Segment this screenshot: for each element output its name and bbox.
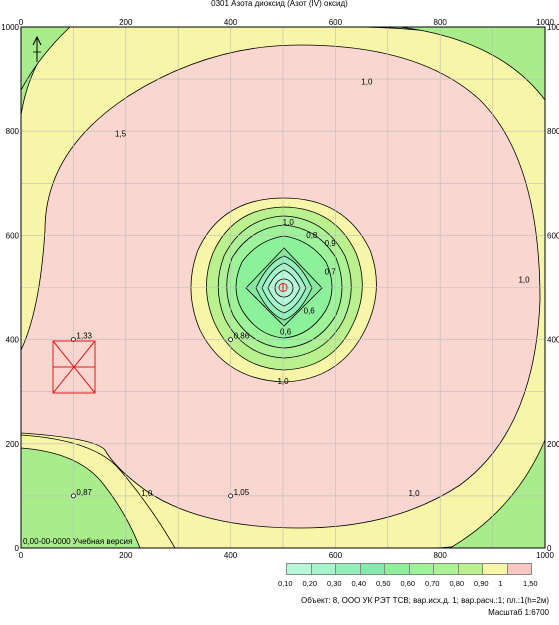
y-tick-right: 600	[547, 231, 559, 240]
y-tick-right: 1000	[547, 23, 559, 32]
x-tick-top: 200	[119, 18, 133, 27]
contour-map: 1,0 1,5 1,0 1,0 0,8 0,9 0,7 0,6 0,6 1,0 1,0 1,0 1,3…	[1, 18, 559, 560]
x-tick-bottom: 1000	[536, 551, 554, 560]
source-marker	[278, 283, 288, 292]
legend-label: 1	[498, 579, 503, 588]
calc-point-label: 0,87	[76, 488, 92, 497]
north-arrow-icon	[32, 35, 42, 62]
legend-swatch	[286, 563, 312, 575]
y-tick-left: 0	[15, 544, 20, 553]
contour-label: 0,7	[325, 267, 337, 276]
legend-swatch	[335, 563, 361, 575]
x-tick-bottom: 800	[434, 551, 448, 560]
calc-point-marker	[228, 337, 234, 343]
y-tick-left: 200	[6, 440, 20, 449]
y-tick-left: 800	[6, 127, 20, 136]
legend-swatch	[384, 563, 410, 575]
legend-label: 0,90	[474, 579, 489, 588]
grid-lines	[21, 27, 545, 548]
contour-fill-corner-green	[21, 447, 141, 548]
contour-label: 0,6	[280, 327, 292, 336]
x-tick-top: 800	[434, 18, 448, 27]
contour-label: 1,0	[141, 489, 153, 498]
legend-swatch	[482, 563, 508, 575]
legend-swatch	[310, 563, 336, 575]
x-tick-bottom: 0	[19, 551, 24, 560]
legend-label: 0,80	[449, 579, 465, 588]
watermark: 0,00-00-0000 Учебная версия	[23, 537, 132, 546]
y-tick-right: 800	[547, 127, 559, 136]
calc-point-marker	[228, 493, 234, 499]
red-cross-box	[52, 340, 96, 394]
x-tick-top: 0	[19, 18, 24, 27]
y-tick-left: 1000	[1, 23, 19, 32]
x-tick-top: 600	[329, 18, 343, 27]
object-info: Объект: 8, ООО УК РЭТ ТСВ; вар.исх.д. 1;…	[301, 596, 549, 605]
x-tick-bottom: 200	[119, 551, 133, 560]
legend-label: 0,30	[327, 579, 342, 588]
calc-point-label: 0,86	[234, 332, 250, 341]
legend-swatch	[457, 563, 483, 575]
x-tick-top: 400	[224, 18, 238, 27]
contour-label: 0,9	[325, 239, 337, 248]
legend-label: 0,60	[400, 579, 416, 588]
x-tick-top: 1000	[536, 18, 554, 27]
contour-label: 0,8	[306, 231, 318, 240]
calc-point-marker	[71, 493, 76, 499]
contour-label: 1,0	[277, 377, 289, 386]
contour-label: 1,0	[518, 275, 530, 284]
contour-fill-topleft-green	[21, 27, 71, 91]
legend-label: 1,50	[523, 579, 538, 588]
contour-label: 0,6	[304, 307, 316, 316]
legend-label: 0,70	[425, 579, 440, 588]
y-tick-left: 400	[6, 336, 20, 345]
contour-ring-inner	[274, 278, 294, 298]
scale-info: Масштаб 1:6700	[488, 608, 549, 617]
y-tick-left: 600	[6, 231, 20, 240]
legend-swatch	[433, 563, 459, 575]
legend-swatch	[359, 563, 385, 575]
legend-swatch	[408, 563, 434, 575]
y-tick-right: 0	[547, 544, 552, 553]
contour-label: 1,0	[408, 489, 420, 498]
contour-label: 1,5	[115, 129, 127, 138]
legend-label: 0,10	[278, 579, 293, 588]
x-tick-bottom: 400	[224, 551, 238, 560]
contour-labels: 1,0 1,5 1,0 1,0 0,8 0,9 0,7 0,6 0,6 1,0 1,0 1,0	[115, 77, 530, 498]
legend-label: 0,40	[351, 579, 367, 588]
calc-points: 1,33 0,86 0,87 1,05	[71, 332, 250, 499]
calc-point-label: 1,33	[76, 332, 92, 341]
legend-label: 0,20	[302, 579, 318, 588]
calc-point-label: 1,05	[234, 488, 250, 497]
y-tick-right: 400	[547, 336, 559, 345]
legend-swatch	[506, 563, 532, 575]
y-tick-right: 200	[547, 440, 559, 449]
contour-label: 1,0	[283, 218, 295, 227]
contour-label: 1,0	[361, 77, 373, 86]
map-title: 0301 Азота диоксид (Азот (IV) оксид)	[211, 0, 348, 8]
plot-frame	[20, 26, 546, 549]
legend-label: 0,50	[376, 579, 391, 588]
x-tick-bottom: 600	[329, 551, 343, 560]
